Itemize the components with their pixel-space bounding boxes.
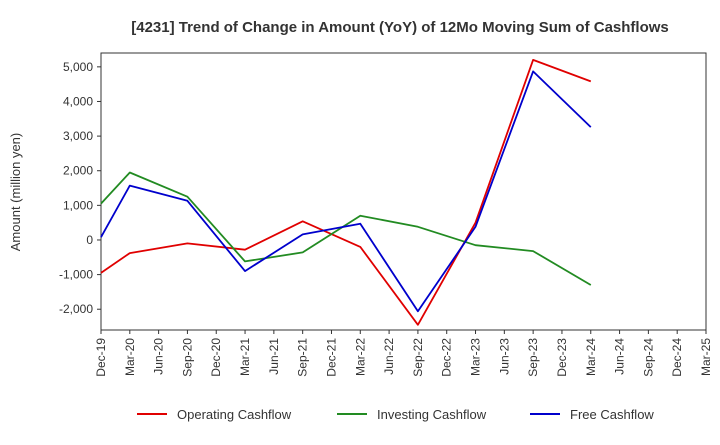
x-tick-label: Jun-22 [382,338,396,375]
y-tick-label: 5,000 [63,60,93,74]
legend-label-operating-cashflow: Operating Cashflow [177,407,292,422]
y-tick-label: 2,000 [63,164,93,178]
x-tick-label: Sep-21 [296,338,310,377]
x-tick-label: Sep-22 [411,338,425,377]
series-line-investing-cashflow [100,171,592,286]
x-tick-label: Mar-23 [469,338,483,376]
x-tick-label: Dec-23 [555,338,569,377]
y-tick-label: 4,000 [63,94,93,108]
x-tick-label: Dec-20 [209,338,223,377]
axes-layer: Dec-19 Mar-20 Jun-20 Sep-20 Dec-20 Mar-21 Jun-… [59,52,713,377]
x-tick-label: Mar-21 [238,338,252,376]
x-tick-label: Mar-25 [699,338,713,376]
x-tick-label: Jun-21 [267,338,281,375]
x-tick-label: Jun-20 [152,338,166,375]
y-tick-label: 1,000 [63,198,93,212]
series-layer [100,59,592,326]
x-tick-label: Sep-20 [180,338,194,377]
y-axis-label: Amount (million yen) [8,133,23,252]
x-tick-label: Dec-21 [324,338,338,377]
x-tick-label: Dec-19 [94,338,108,377]
y-tick-label: 3,000 [63,129,93,143]
x-tick-label: Jun-24 [613,338,627,375]
x-tick-label: Sep-23 [526,338,540,377]
x-tick-label: Jun-23 [497,338,511,375]
x-tick-label: Mar-20 [123,338,137,376]
x-tick-label: Mar-24 [584,338,598,376]
x-tick-label: Sep-24 [641,338,655,377]
chart-title: [4231] Trend of Change in Amount (YoY) o… [131,19,669,36]
y-tick-label: -1,000 [59,268,93,282]
x-tick-label: Dec-24 [670,338,684,377]
y-tick-label: -2,000 [59,302,93,316]
legend-label-investing-cashflow: Investing Cashflow [377,407,487,422]
series-line-free-cashflow [100,70,592,313]
x-tick-label: Dec-22 [440,338,454,377]
legend-label-free-cashflow: Free Cashflow [570,407,654,422]
plot-frame [100,52,707,331]
legend: Operating Cashflow Investing Cashflow Free… [137,407,654,422]
x-tick-label: Mar-22 [353,338,367,376]
y-tick-label: 0 [86,233,93,247]
